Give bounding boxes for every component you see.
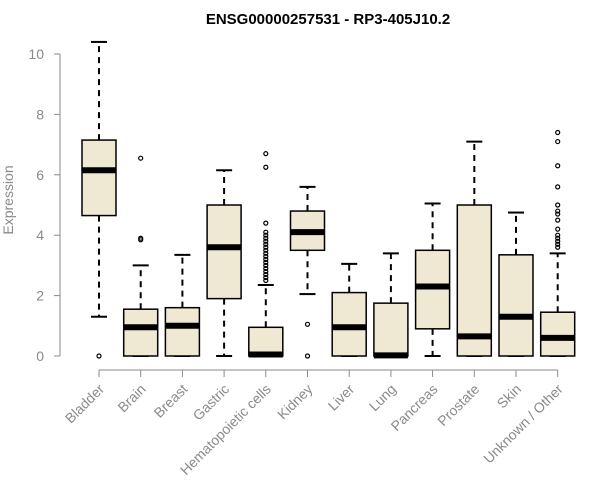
box-skin bbox=[498, 211, 534, 357]
outlier-point bbox=[96, 353, 102, 359]
iqr-box bbox=[164, 306, 201, 357]
outlier-point bbox=[263, 235, 269, 241]
iqr-box bbox=[206, 204, 242, 300]
outlier-point bbox=[138, 155, 144, 161]
outlier-point bbox=[263, 151, 269, 157]
outlier-point bbox=[263, 256, 269, 262]
outlier-point bbox=[555, 235, 561, 241]
x-tick-label: Prostate bbox=[434, 381, 482, 429]
outlier-point bbox=[263, 274, 269, 281]
outlier-point bbox=[555, 129, 561, 136]
outlier-point bbox=[263, 265, 269, 272]
outlier-point bbox=[263, 277, 269, 284]
outlier-point bbox=[304, 321, 311, 327]
outlier-point bbox=[555, 244, 561, 250]
x-tick-label: Unknown / Other bbox=[480, 381, 566, 467]
iqr-box bbox=[81, 139, 117, 217]
outlier-point bbox=[263, 250, 269, 256]
outlier-point bbox=[555, 226, 561, 232]
outlier-point bbox=[555, 241, 561, 247]
y-axis: 0 2 4 6 8 10 bbox=[28, 46, 61, 364]
outlier-point bbox=[555, 217, 561, 223]
plot-area bbox=[81, 40, 576, 359]
outlier-point bbox=[555, 232, 561, 238]
y-tick-label: 10 bbox=[28, 46, 44, 62]
outlier-point bbox=[555, 211, 561, 217]
x-tick-label: Bladder bbox=[62, 381, 108, 427]
outlier-point bbox=[263, 259, 269, 265]
outlier-point bbox=[555, 208, 561, 214]
outlier-point bbox=[263, 244, 269, 250]
y-tick-label: 0 bbox=[36, 348, 44, 364]
x-tick-label: Liver bbox=[325, 381, 358, 414]
outlier-point bbox=[263, 247, 269, 253]
outlier-point bbox=[555, 184, 561, 190]
y-axis-title: Expression bbox=[0, 165, 16, 234]
outlier-point bbox=[263, 232, 269, 238]
y-tick-label: 4 bbox=[36, 227, 44, 243]
box-lung bbox=[373, 252, 409, 359]
box-prostate bbox=[456, 140, 493, 357]
outlier-point bbox=[555, 138, 561, 145]
outlier-point bbox=[263, 268, 269, 275]
outlier-point bbox=[263, 229, 269, 235]
x-tick-label: Skin bbox=[494, 381, 525, 412]
outlier-point bbox=[263, 262, 269, 268]
box-unknown-other bbox=[539, 129, 576, 357]
y-tick-label: 6 bbox=[36, 167, 44, 183]
box-breast bbox=[164, 253, 201, 357]
x-tick-label: Brain bbox=[114, 381, 148, 415]
outlier-point bbox=[555, 163, 561, 169]
iqr-box bbox=[331, 291, 367, 357]
outlier-point bbox=[555, 202, 561, 208]
outlier-point bbox=[263, 164, 269, 170]
iqr-box bbox=[498, 254, 534, 357]
y-tick-label: 8 bbox=[36, 106, 44, 122]
box-hematopoietic-cells bbox=[248, 151, 284, 358]
iqr-box bbox=[414, 249, 451, 330]
box-bladder bbox=[81, 40, 117, 359]
outlier-point bbox=[138, 235, 144, 241]
box-gastric bbox=[206, 169, 242, 357]
iqr-box bbox=[373, 302, 409, 357]
box-liver bbox=[331, 262, 367, 357]
box-kidney bbox=[289, 185, 326, 359]
outlier-point bbox=[263, 253, 269, 259]
outlier-point bbox=[304, 353, 311, 359]
iqr-box bbox=[248, 326, 284, 357]
chart-title: ENSG00000257531 - RP3-405J10.2 bbox=[206, 11, 450, 28]
x-tick-label: Breast bbox=[151, 381, 191, 421]
outlier-point bbox=[555, 238, 561, 244]
x-tick-label: Kidney bbox=[274, 381, 316, 423]
iqr-box bbox=[122, 308, 159, 357]
x-tick-label: Lung bbox=[366, 381, 399, 414]
iqr-box bbox=[539, 311, 576, 357]
outlier-point bbox=[263, 241, 269, 247]
y-tick-label: 2 bbox=[36, 288, 44, 304]
outlier-point bbox=[263, 271, 269, 278]
outlier-point bbox=[263, 238, 269, 244]
iqr-box bbox=[456, 204, 493, 357]
box-brain bbox=[122, 155, 159, 357]
box-pancreas bbox=[414, 202, 451, 357]
outlier-point bbox=[263, 220, 269, 226]
